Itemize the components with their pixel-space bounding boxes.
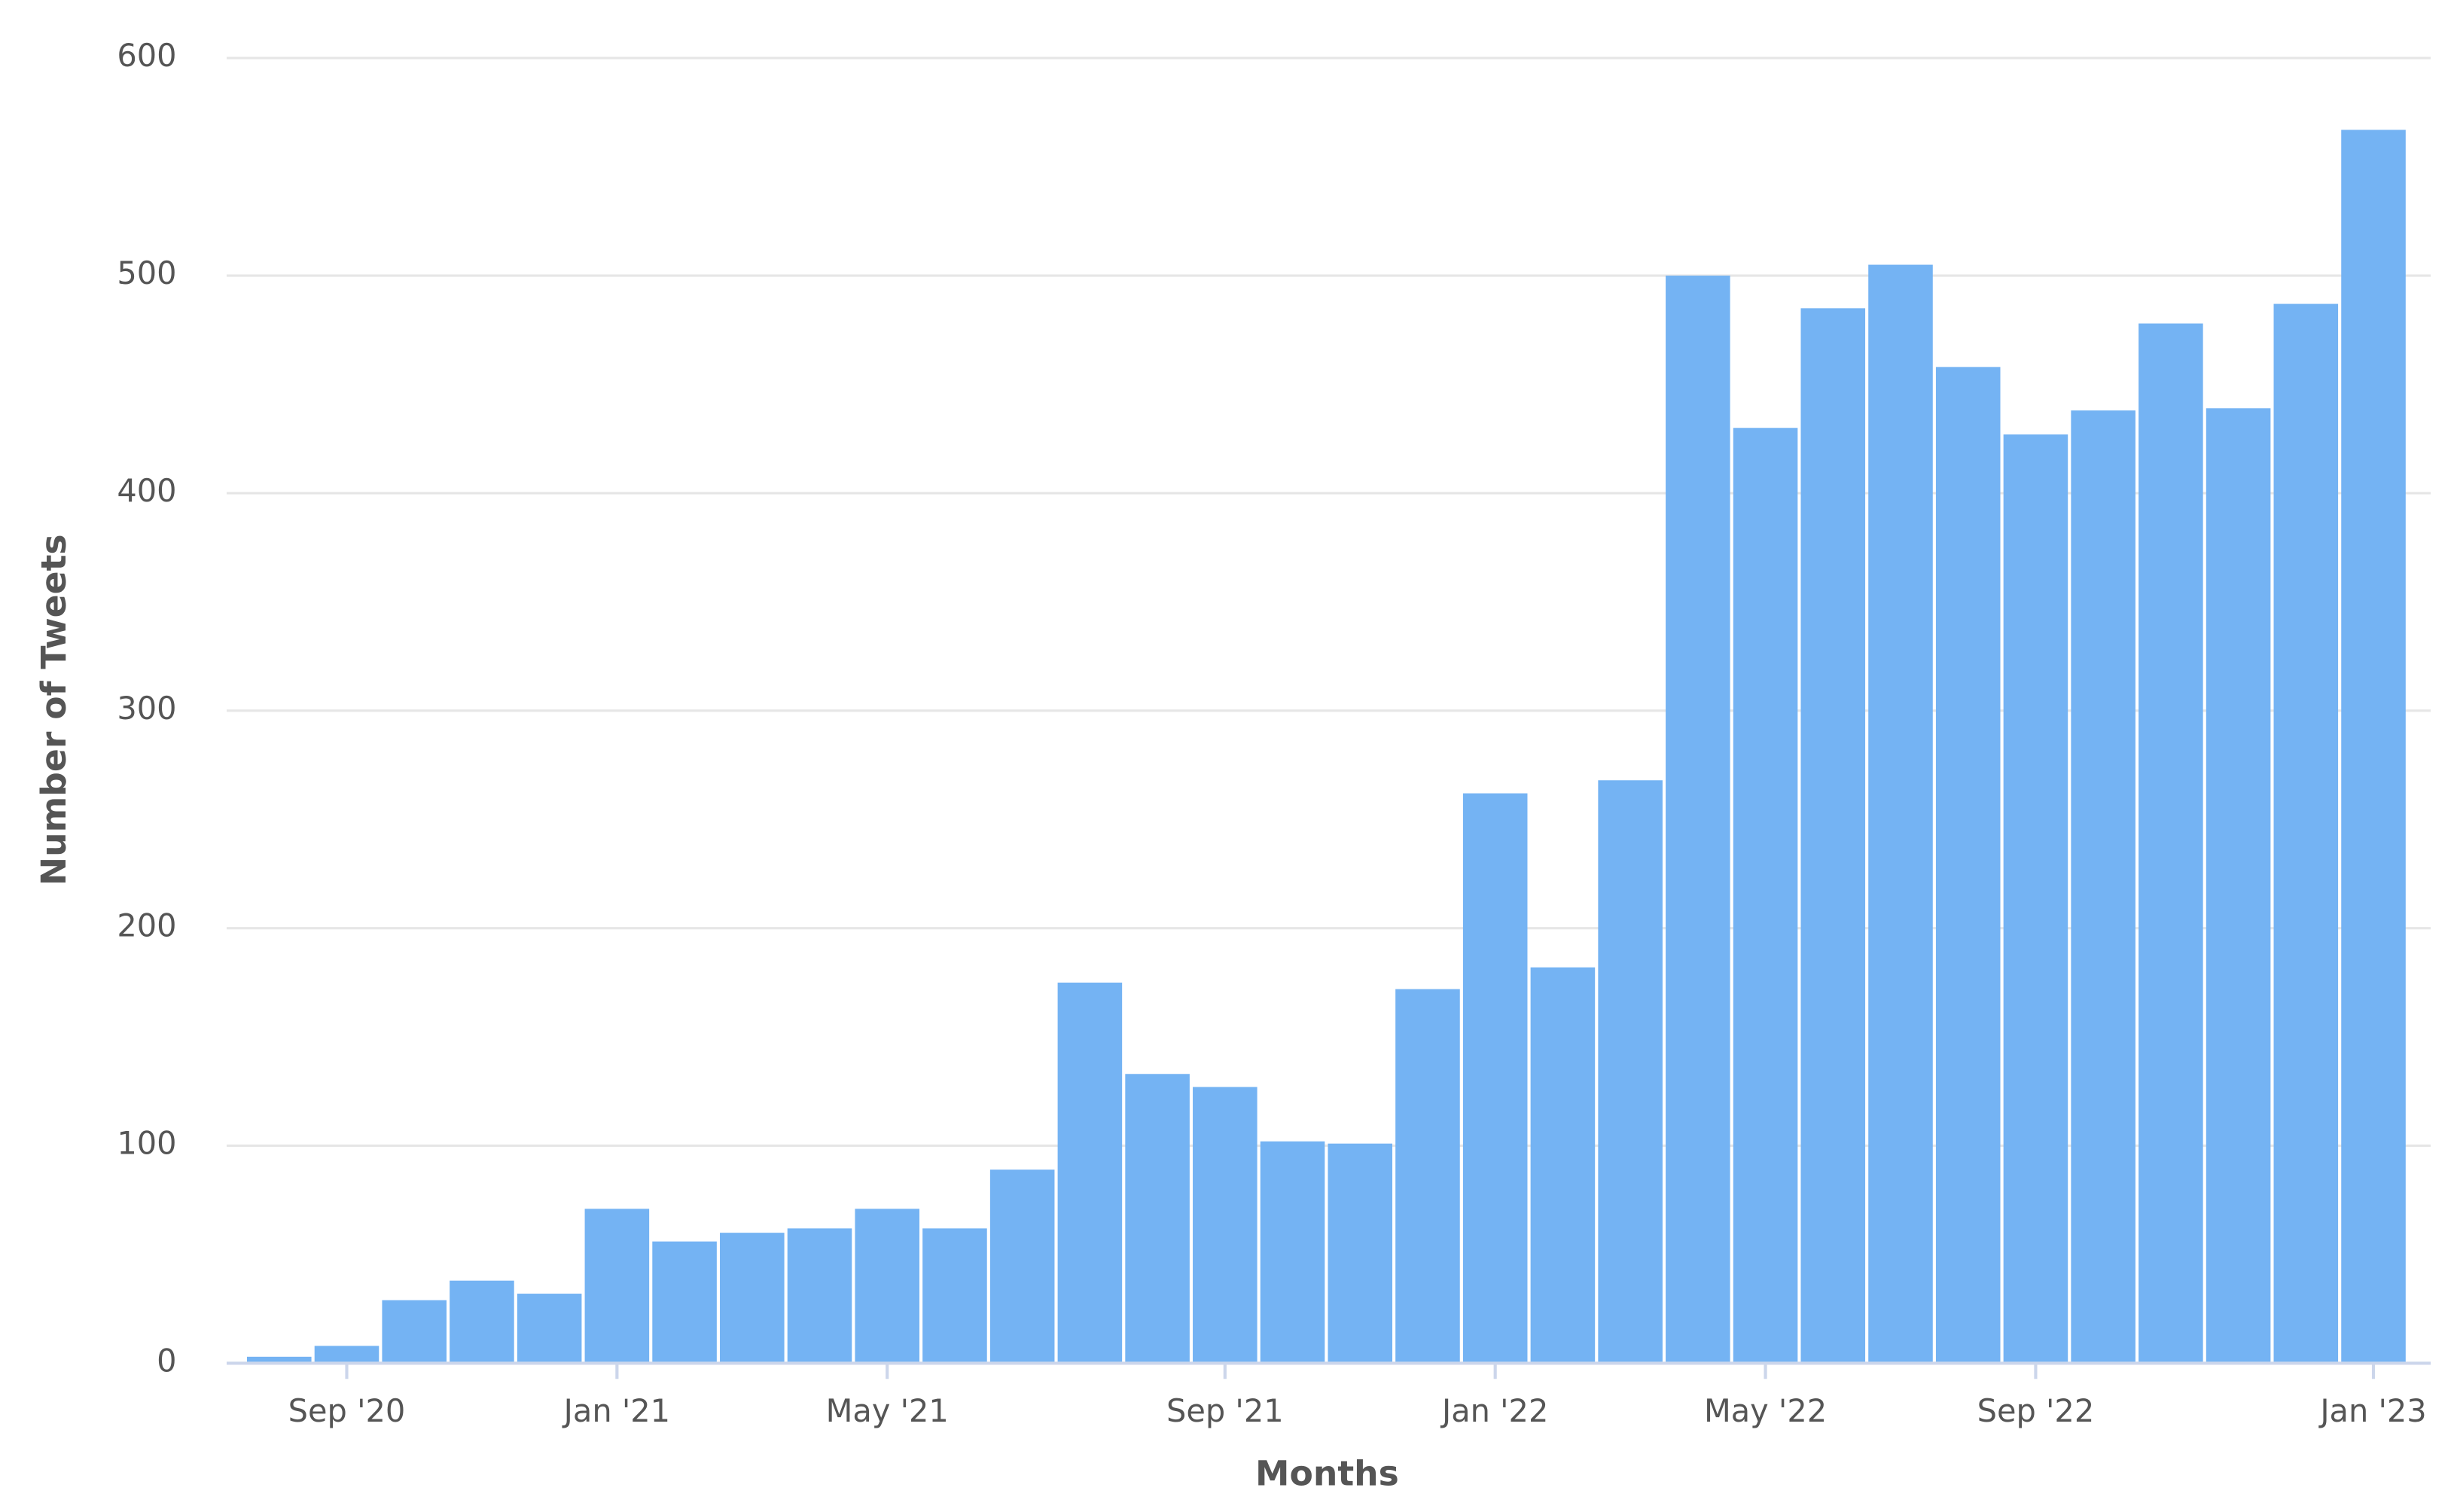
bar [1666,276,1730,1364]
bar [787,1228,852,1364]
bar [1125,1074,1190,1364]
bar [246,1356,312,1364]
x-tick-label: Sep '21 [1166,1392,1284,1429]
y-tick-label: 600 [117,37,176,74]
y-tick-label: 0 [157,1342,176,1379]
x-tick-label: Jan '21 [562,1392,670,1429]
bar [922,1228,987,1364]
bar [2206,408,2271,1364]
bar [855,1209,920,1364]
x-tick-label: May '22 [1704,1392,1827,1429]
bar [1868,264,1933,1364]
bar [1395,989,1460,1364]
bar [1530,967,1596,1364]
bar [2273,303,2339,1364]
bar [1193,1087,1258,1364]
bar [652,1241,717,1364]
bar [2139,323,2203,1364]
bar [1733,428,1798,1364]
bar [1260,1141,1325,1364]
bar [1057,982,1123,1364]
bar [1800,308,1866,1364]
y-axis-title: Number of Tweets [34,534,74,886]
y-tick-label: 100 [117,1125,176,1162]
x-tick-label: Sep '20 [288,1392,406,1429]
y-tick-label: 200 [117,907,176,944]
bar [1328,1143,1393,1364]
x-axis-title: Months [1255,1453,1399,1493]
y-tick-label: 500 [117,255,176,291]
bar [720,1233,785,1364]
x-tick-label: May '21 [826,1392,949,1429]
bar [2071,410,2135,1364]
y-tick-label: 300 [117,690,176,727]
bar [450,1280,514,1364]
x-tick-label: Jan '23 [2318,1392,2426,1429]
bar [1598,780,1663,1364]
y-tick-label: 400 [117,472,176,509]
x-tick-label: Sep '22 [1977,1392,2095,1429]
bar [2341,130,2406,1364]
bar [989,1169,1055,1364]
bar [314,1346,380,1364]
bar [517,1294,582,1364]
bar [584,1209,650,1364]
bar [2003,434,2068,1364]
bar [1462,793,1528,1364]
bar [382,1300,447,1364]
bar [1935,367,2001,1364]
x-tick-label: Jan '22 [1440,1392,1548,1429]
